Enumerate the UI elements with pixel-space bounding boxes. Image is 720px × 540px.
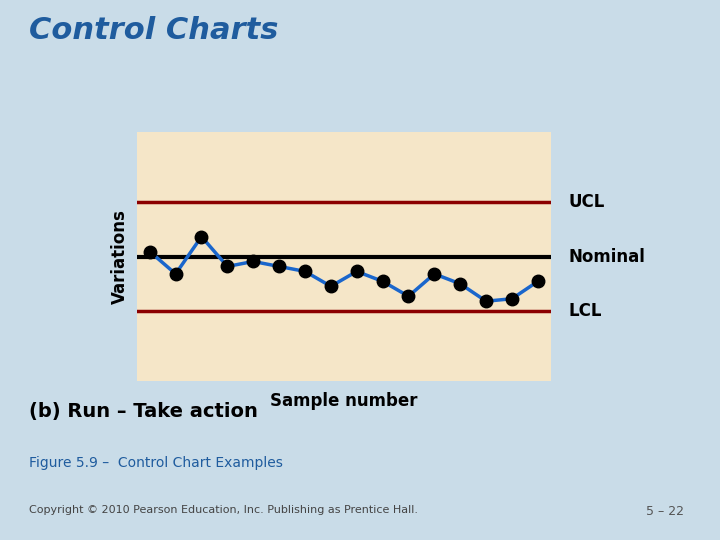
Text: Figure 5.9 –  Control Chart Examples: Figure 5.9 – Control Chart Examples <box>29 456 283 470</box>
Text: Nominal: Nominal <box>569 247 646 266</box>
Text: LCL: LCL <box>569 302 603 320</box>
Text: UCL: UCL <box>569 193 606 211</box>
Text: Copyright © 2010 Pearson Education, Inc. Publishing as Prentice Hall.: Copyright © 2010 Pearson Education, Inc.… <box>29 505 418 515</box>
Text: (b) Run – Take action: (b) Run – Take action <box>29 402 258 421</box>
X-axis label: Sample number: Sample number <box>270 392 418 410</box>
Y-axis label: Variations: Variations <box>110 209 128 304</box>
Text: 5 – 22: 5 – 22 <box>646 505 684 518</box>
Text: Control Charts: Control Charts <box>29 16 278 45</box>
